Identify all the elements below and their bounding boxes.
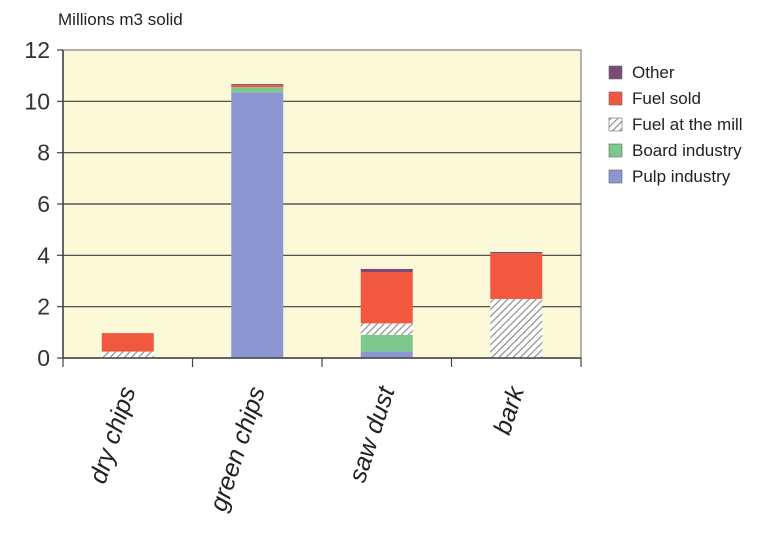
axes [57,49,582,367]
legend-label: Pulp industry [632,167,731,186]
legend-swatch [608,117,623,132]
bar-segment-other [231,84,284,86]
legend-swatch [608,65,623,80]
bar-segment-fuel-sold [360,272,413,324]
x-category-labels: dry chips green chips saw dust bark [84,382,531,515]
bar-segment-fuel-sold [231,84,284,88]
bar-segment-fuel-sold [490,253,543,299]
legend-label: Board industry [632,141,742,160]
legend-swatch [608,143,623,158]
x-category-label: bark [488,382,530,438]
bar-segment-fuel-at-the-mill [360,323,413,335]
x-category-label: green chips [204,383,271,515]
bar-segment-other [360,268,413,273]
y-tick-labels: 0 2 4 6 8 10 12 [24,37,50,371]
y-tick-label: 2 [37,294,50,320]
legend-label: Fuel at the mill [632,115,743,134]
y-tick-label: 8 [37,140,50,166]
bar-segment-board-industry [231,87,284,93]
legend-swatch [608,91,623,106]
x-category-label: saw dust [343,382,400,485]
bar-segment-pulp-industry [231,92,284,358]
legend-label: Fuel sold [632,89,701,108]
bar-segment-pulp-industry [360,351,413,358]
y-tick-label: 4 [37,242,50,268]
y-tick-label: 0 [37,345,50,371]
y-axis-label: Millions m3 solid [58,10,183,29]
bar-segment-fuel-at-the-mill [490,298,543,358]
legend-swatch [608,169,623,184]
bars [101,84,543,358]
legend-label: Other [632,63,675,82]
bar-segment-fuel-at-the-mill [101,351,154,358]
y-tick-label: 10 [24,88,50,114]
x-category-label: dry chips [84,383,142,487]
bar-segment-board-industry [360,334,413,352]
y-tick-label: 6 [37,191,50,217]
bar-segment-other [490,251,543,254]
legend: Other Fuel sold Fuel at the mill Board indu… [608,63,743,186]
y-tick-label: 12 [24,37,50,63]
bar-segment-fuel-sold [101,333,154,352]
